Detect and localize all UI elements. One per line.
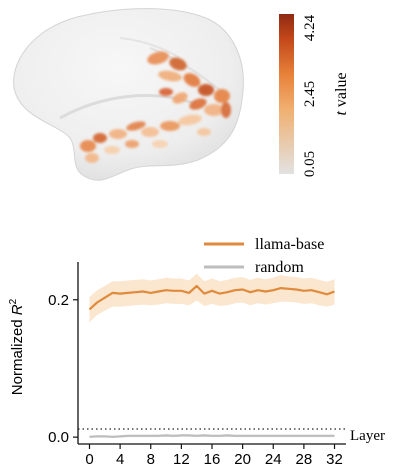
legend: llama-base random [204,236,324,276]
series-line-llama-base [88,284,335,311]
series-line-random [89,434,335,438]
x-axis-label: Layer [350,428,385,444]
brain-outline [13,8,244,181]
colorbar-tick-label: 4.24 [302,14,318,41]
y-ticks: 0.0 0.2 [48,292,78,446]
y-tick-label: 0.2 [48,292,69,309]
colorbar: 0.05 2.45 4.24 t value [279,14,350,177]
y-axis-label-main: Normalized [9,315,26,395]
plot-bands [89,273,335,438]
colorbar-label-var: t [333,111,350,116]
legend-label: random [255,259,304,276]
x-tick-label: 20 [234,451,251,468]
colorbar-tick-label: 0.05 [302,151,318,177]
x-tick-label: 0 [85,451,93,468]
colorbar-gradient [279,14,294,174]
x-tick-label: 12 [173,451,190,468]
x-ticks: 0 4 8 12 16 20 24 28 32 [85,444,343,468]
colorbar-tick-label: 2.45 [302,81,318,107]
y-tick-label: 0.0 [48,429,69,446]
plot-lines [88,284,335,438]
brain-surface-illustration [13,8,244,181]
colorbar-label: t value [333,72,350,115]
y-axis-label-var: R [9,304,26,315]
x-tick-label: 8 [147,451,155,468]
x-tick-label: 28 [296,451,313,468]
x-tick-label: 4 [116,451,124,468]
ci-band-llama-base [89,273,335,323]
line-chart: 0 4 8 12 16 20 24 28 32 0.0 0.2 Layer Normalized … [8,236,385,468]
legend-label: llama-base [255,236,324,253]
y-axis-label-sup: 2 [8,298,19,304]
activation-blobs [80,51,231,163]
x-tick-label: 24 [265,451,282,468]
y-axis-label: Normalized R2 [8,298,26,395]
colorbar-label-rest: value [333,72,350,111]
brain-sulcus [119,37,181,59]
x-tick-label: 32 [326,451,343,468]
x-tick-label: 16 [204,451,221,468]
